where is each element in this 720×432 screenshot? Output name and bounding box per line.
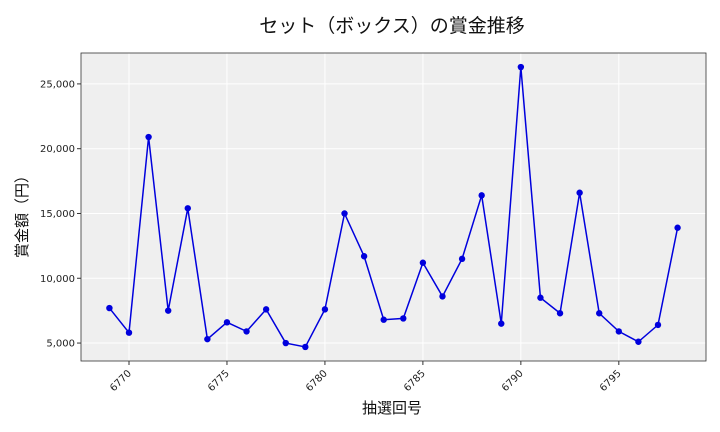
y-tick-label: 5,000 — [46, 339, 75, 350]
data-point — [635, 338, 642, 345]
data-point — [576, 189, 583, 196]
data-point — [380, 316, 387, 323]
data-point — [517, 63, 525, 71]
grid — [81, 53, 706, 361]
data-point — [184, 205, 191, 212]
data-point — [106, 304, 113, 312]
x-tick-label: 6770 — [108, 368, 134, 394]
plot-area — [81, 53, 706, 361]
series — [106, 63, 681, 351]
data-point — [262, 306, 270, 313]
data-point — [654, 321, 662, 329]
data-point — [145, 133, 152, 141]
data-point — [164, 307, 172, 314]
x-tick-label: 6775 — [206, 368, 232, 394]
data-point — [223, 319, 231, 326]
x-tick-label: 6795 — [598, 368, 624, 394]
y-tick-label: 20,000 — [40, 144, 75, 155]
data-point — [243, 328, 250, 335]
plot-frame — [80, 52, 707, 362]
data-point — [674, 224, 681, 231]
data-point — [537, 294, 544, 301]
data-point — [125, 329, 133, 336]
chart-title: セット（ボックス）の賞金推移 — [259, 15, 524, 37]
data-point — [556, 310, 564, 317]
y-tick-label: 15,000 — [40, 209, 75, 220]
data-point — [282, 339, 289, 347]
data-point — [478, 192, 485, 199]
data-point — [321, 306, 329, 313]
x-axis-title: 抽選回号 — [362, 399, 422, 417]
x-tick-label: 6790 — [500, 368, 526, 394]
data-point — [615, 328, 623, 335]
data-point — [302, 343, 309, 351]
data-point — [498, 320, 505, 327]
x-tick-label: 6780 — [304, 368, 330, 394]
y-tick-label: 10,000 — [40, 274, 75, 285]
data-point — [419, 259, 427, 266]
data-point — [204, 335, 211, 343]
data-point — [439, 293, 446, 300]
data-point — [458, 255, 466, 263]
data-point — [400, 315, 407, 322]
y-tick-label: 25,000 — [40, 79, 75, 90]
series-line — [108, 66, 679, 348]
data-point — [341, 210, 348, 217]
x-tick-label: 6785 — [402, 368, 428, 394]
y-axis-title: 賞金額（円） — [13, 168, 31, 258]
data-point — [360, 253, 368, 260]
data-point — [596, 310, 603, 317]
